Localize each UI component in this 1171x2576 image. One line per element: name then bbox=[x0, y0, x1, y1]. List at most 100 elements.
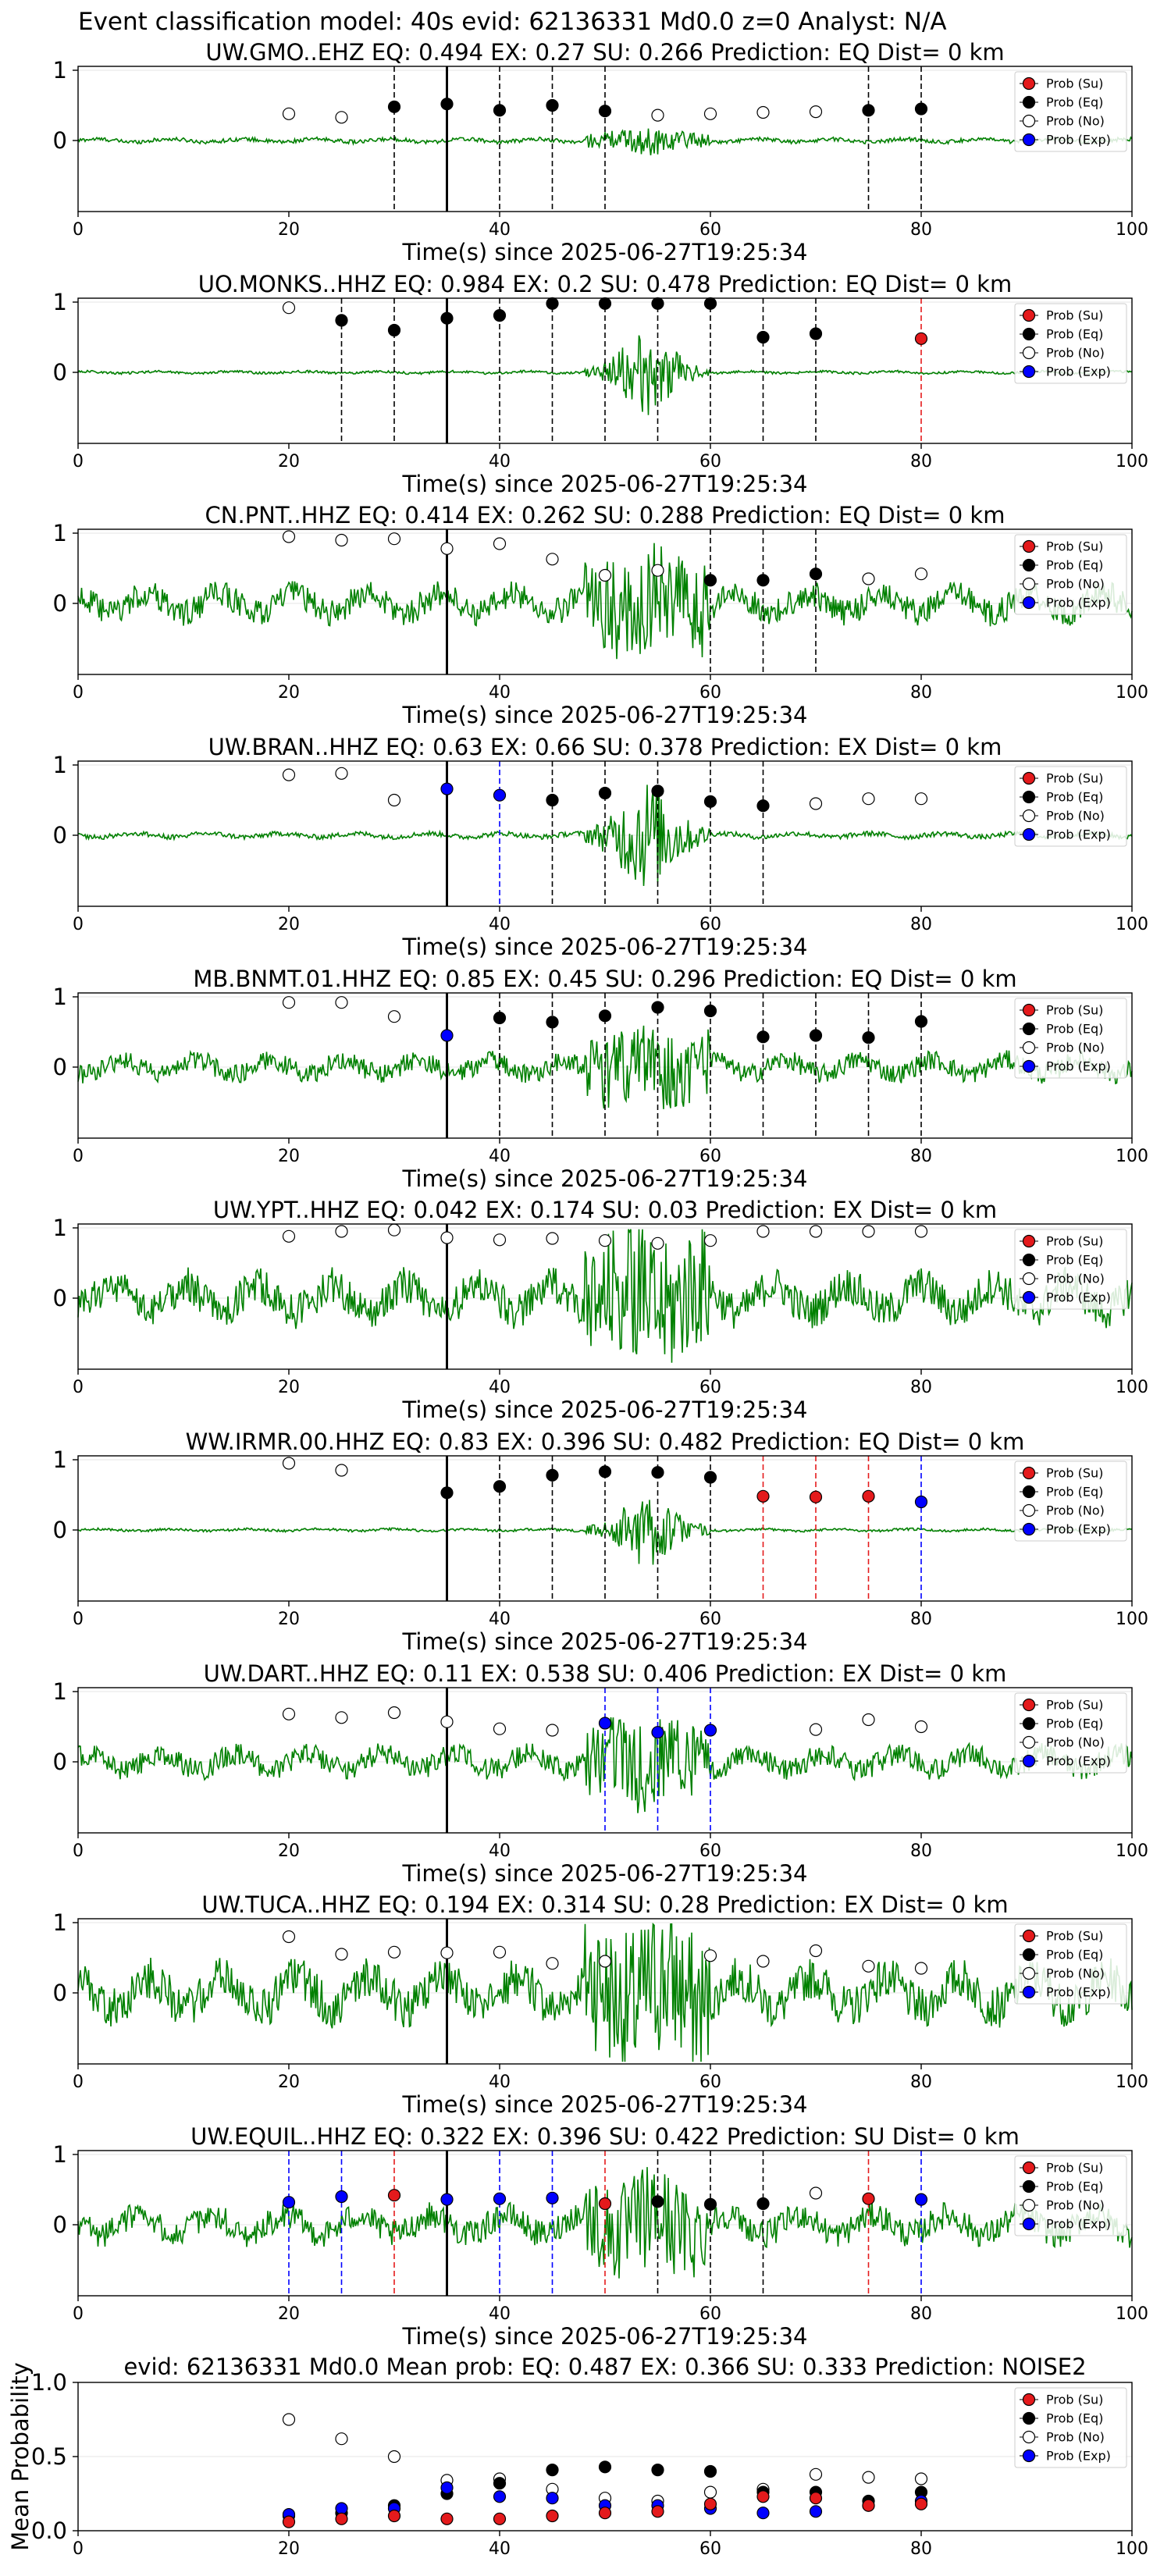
x-tick-label: 80 bbox=[910, 1147, 932, 1166]
axes-frame bbox=[77, 528, 1133, 675]
prob-marker-no bbox=[598, 1955, 612, 1968]
prob-marker-no bbox=[282, 1229, 296, 1243]
prob-marker-no bbox=[703, 1949, 717, 1962]
legend-label-no: Prob (No) bbox=[1046, 1966, 1105, 1981]
prob-marker-eq bbox=[756, 330, 770, 344]
figure-title: Event classification model: 40s evid: 62… bbox=[78, 8, 947, 36]
panel-uw-gmo-ehz: UW.GMO..EHZ EQ: 0.494 EX: 0.27 SU: 0.266… bbox=[53, 39, 1148, 265]
axes-frame bbox=[77, 66, 1133, 212]
legend-marker-no bbox=[1022, 809, 1036, 823]
prob-marker-no bbox=[387, 1706, 401, 1720]
prob-marker-eq bbox=[335, 314, 348, 327]
axes-frame bbox=[77, 992, 1133, 1139]
prob-marker-no bbox=[914, 568, 928, 581]
prob-marker-exp bbox=[440, 2193, 454, 2206]
legend-marker-exp bbox=[1022, 1754, 1036, 1768]
x-tick-label: 60 bbox=[699, 1610, 721, 1629]
prob-marker-no bbox=[440, 542, 454, 555]
prob-marker-no bbox=[440, 1946, 454, 1959]
x-tick-label: 80 bbox=[910, 1610, 932, 1629]
legend-marker-eq bbox=[1022, 1253, 1036, 1267]
legend-label-no: Prob (No) bbox=[1046, 1041, 1105, 1055]
x-tick-label: 100 bbox=[1116, 1378, 1148, 1397]
prob-marker-su bbox=[756, 1489, 770, 1503]
prob-marker-su bbox=[862, 1489, 875, 1503]
legend-marker-su bbox=[1022, 2161, 1036, 2175]
prob-marker-no bbox=[546, 1957, 559, 1970]
x-tick-label: 60 bbox=[699, 683, 721, 703]
prob-marker-no bbox=[809, 1723, 823, 1736]
prob-marker-no bbox=[335, 1948, 348, 1961]
prob-marker-eq bbox=[756, 574, 770, 587]
x-tick-label: 60 bbox=[699, 2539, 721, 2559]
legend-label-su: Prob (Su) bbox=[1046, 308, 1103, 323]
panel-title: UW.TUCA..HHZ EQ: 0.194 EX: 0.314 SU: 0.2… bbox=[201, 1891, 1008, 1918]
legend-marker-no bbox=[1022, 1503, 1036, 1517]
x-tick-label: 20 bbox=[278, 452, 300, 471]
legend-label-eq: Prob (Eq) bbox=[1046, 95, 1103, 110]
mean-marker-su bbox=[598, 2507, 612, 2520]
mean-marker-su bbox=[546, 2509, 559, 2523]
mean-marker-su bbox=[387, 2509, 401, 2523]
x-tick-label: 60 bbox=[699, 915, 721, 934]
x-tick-label: 40 bbox=[489, 683, 511, 703]
x-tick-label: 60 bbox=[699, 452, 721, 471]
legend-marker-exp bbox=[1022, 2449, 1036, 2463]
prob-marker-eq bbox=[493, 1480, 507, 1493]
prob-marker-no bbox=[703, 107, 717, 120]
prob-marker-eq bbox=[862, 1031, 875, 1044]
prob-marker-eq bbox=[546, 793, 559, 807]
panel-cn-pnt-hhz: CN.PNT..HHZ EQ: 0.414 EX: 0.262 SU: 0.28… bbox=[53, 502, 1148, 728]
prob-marker-eq bbox=[546, 1016, 559, 1029]
x-tick-label: 100 bbox=[1116, 2539, 1148, 2559]
legend-marker-eq bbox=[1022, 2411, 1036, 2425]
prob-marker-no bbox=[651, 1236, 664, 1250]
prob-marker-no bbox=[914, 792, 928, 806]
x-axis-label: Time(s) since 2025-06-27T19:25:34 bbox=[402, 471, 808, 497]
mean-marker-exp bbox=[756, 2507, 770, 2520]
x-tick-label: 80 bbox=[910, 2073, 932, 2092]
legend-label-su: Prob (Su) bbox=[1046, 1003, 1103, 1018]
x-tick-label: 0 bbox=[73, 220, 84, 240]
x-tick-label: 100 bbox=[1116, 2304, 1148, 2324]
legend-marker-eq bbox=[1022, 1022, 1036, 1036]
x-tick-label: 20 bbox=[278, 1841, 300, 1861]
legend-marker-su bbox=[1022, 1234, 1036, 1248]
y-tick-label: 0 bbox=[53, 1054, 67, 1080]
x-tick-label: 60 bbox=[699, 1841, 721, 1861]
legend-box bbox=[1014, 1461, 1127, 1542]
legend-marker-exp bbox=[1022, 365, 1036, 379]
legend-label-no: Prob (No) bbox=[1046, 809, 1105, 824]
prob-marker-eq bbox=[914, 1015, 928, 1028]
x-tick-label: 100 bbox=[1116, 452, 1148, 471]
x-tick-label: 100 bbox=[1116, 220, 1148, 240]
x-tick-label: 40 bbox=[489, 1841, 511, 1861]
x-tick-label: 0 bbox=[73, 1841, 84, 1861]
legend-marker-eq bbox=[1022, 790, 1036, 804]
mean-marker-su bbox=[756, 2490, 770, 2503]
x-tick-label: 20 bbox=[278, 1610, 300, 1629]
legend-label-exp: Prob (Exp) bbox=[1046, 1522, 1111, 1537]
mean-marker-no bbox=[335, 2432, 348, 2446]
legend-marker-no bbox=[1022, 2198, 1036, 2212]
prob-marker-eq bbox=[809, 568, 823, 581]
prob-marker-no bbox=[546, 553, 559, 566]
y-tick-label: 1 bbox=[53, 1678, 67, 1705]
y-tick-label: 0 bbox=[53, 359, 67, 386]
legend-label-su: Prob (Su) bbox=[1046, 539, 1103, 554]
legend-marker-exp bbox=[1022, 596, 1036, 610]
x-tick-label: 80 bbox=[910, 2304, 932, 2324]
prob-marker-no bbox=[387, 1010, 401, 1023]
prob-marker-no bbox=[440, 1231, 454, 1244]
prob-marker-no bbox=[282, 1930, 296, 1944]
legend-label-eq: Prob (Eq) bbox=[1046, 558, 1103, 573]
prob-marker-eq bbox=[387, 100, 401, 113]
prob-marker-exp bbox=[493, 788, 507, 802]
x-tick-label: 60 bbox=[699, 1378, 721, 1397]
legend-label-exp: Prob (Exp) bbox=[1046, 1059, 1111, 1074]
prob-marker-no bbox=[282, 530, 296, 543]
prob-marker-no bbox=[282, 301, 296, 315]
legend-label-su: Prob (Su) bbox=[1046, 1466, 1103, 1481]
mean-marker-exp bbox=[546, 2492, 559, 2505]
x-tick-label: 80 bbox=[910, 915, 932, 934]
